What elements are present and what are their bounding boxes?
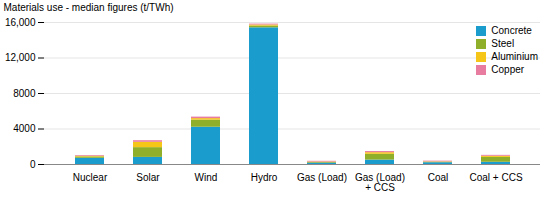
svg-text:12,000: 12,000 bbox=[5, 52, 36, 63]
html-text:Aluminium: Aluminium bbox=[491, 51, 538, 62]
html-text:Concrete: Concrete bbox=[491, 25, 532, 36]
svg-text:16,000: 16,000 bbox=[5, 17, 36, 28]
svg-text:8000: 8000 bbox=[13, 88, 36, 99]
svg-text:Gas (Load)+ CCS: Gas (Load)+ CCS bbox=[355, 172, 405, 193]
svg-text:Coal: Coal bbox=[428, 172, 449, 183]
svg-text:Coal + CCS: Coal + CCS bbox=[469, 172, 522, 183]
svg-text:Gas (Load): Gas (Load) bbox=[297, 172, 347, 183]
html-text:Steel: Steel bbox=[491, 38, 515, 49]
svg-text:4000: 4000 bbox=[13, 123, 36, 134]
svg-text:Hydro: Hydro bbox=[251, 172, 278, 183]
svg-text:0: 0 bbox=[30, 159, 36, 170]
html-text:Copper: Copper bbox=[491, 64, 525, 75]
svg-text:Wind: Wind bbox=[195, 172, 218, 183]
svg-text:Materials use - median figures: Materials use - median figures (t/TWh) bbox=[4, 2, 174, 13]
svg-text:Nuclear: Nuclear bbox=[73, 172, 108, 183]
svg-text:Solar: Solar bbox=[136, 172, 160, 183]
